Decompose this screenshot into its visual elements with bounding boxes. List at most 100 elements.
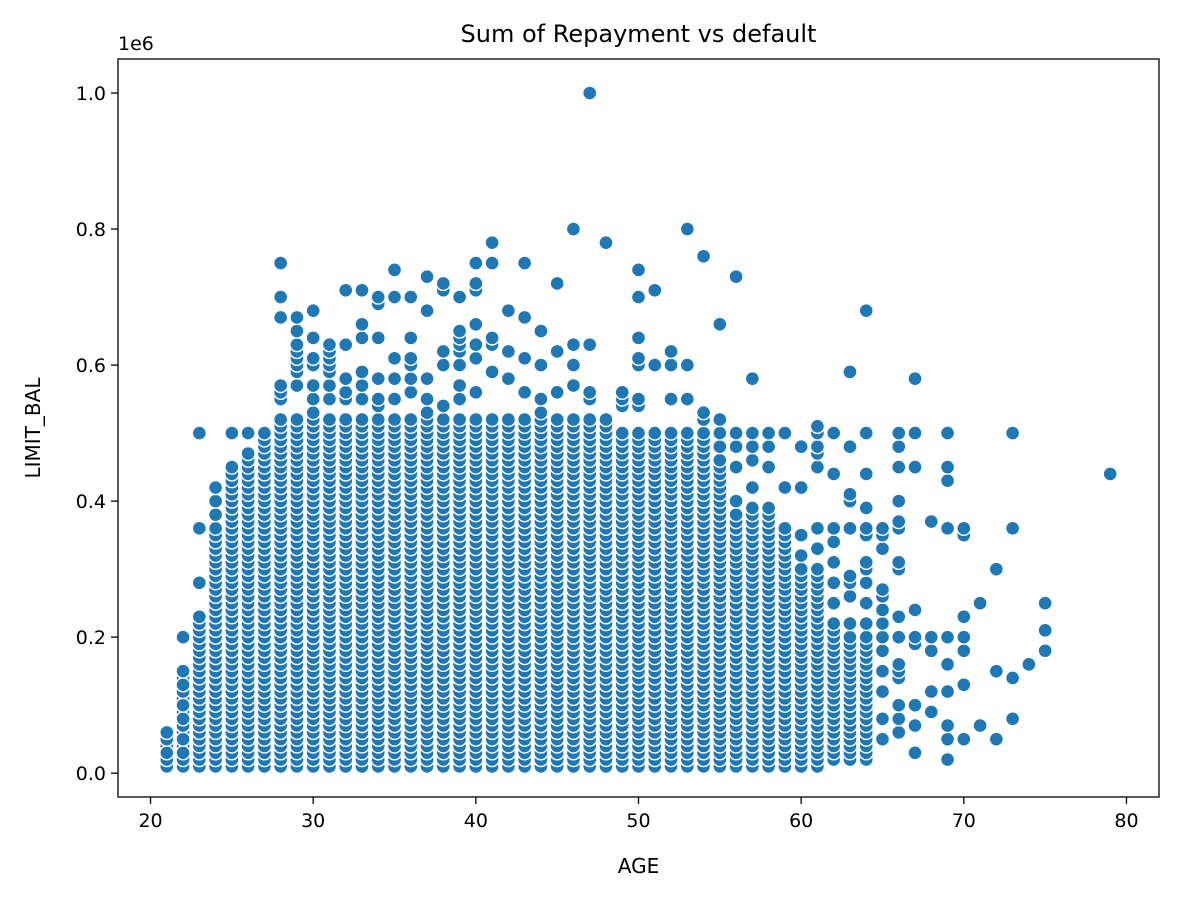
scatter-point <box>712 316 728 332</box>
scatter-point <box>679 425 695 441</box>
scatter-point <box>565 336 582 353</box>
scatter-point <box>712 425 728 441</box>
scatter-point <box>1037 622 1053 639</box>
scatter-point <box>1102 466 1118 482</box>
scatter-point <box>891 711 907 727</box>
scatter-point <box>1037 643 1053 659</box>
scatter-point <box>842 486 858 503</box>
scatter-point <box>907 717 923 734</box>
scatter-point <box>191 575 208 591</box>
scatter-point <box>175 677 191 693</box>
scatter-point <box>891 493 907 509</box>
y-tick-label: 0.2 <box>76 627 106 649</box>
scatter-point <box>451 377 468 394</box>
scatter-point <box>874 602 891 618</box>
scatter-point <box>386 350 403 366</box>
scatter-point <box>858 520 874 537</box>
scatter-point <box>809 541 826 557</box>
scatter-point <box>175 629 191 645</box>
scatter-point <box>858 629 874 645</box>
scatter-point <box>825 554 842 571</box>
scatter-point <box>175 663 191 679</box>
scatter-point <box>582 336 598 353</box>
scatter-point <box>565 221 582 237</box>
scatter-point <box>582 411 598 428</box>
scatter-point <box>451 289 468 305</box>
scatter-point <box>874 541 891 557</box>
scatter-point <box>256 425 273 441</box>
scatter-point <box>939 656 956 673</box>
scatter-point <box>1004 711 1021 727</box>
scatter-point <box>338 411 354 428</box>
scatter-point <box>272 377 289 394</box>
scatter-point <box>842 364 858 380</box>
scatter-point <box>207 507 224 523</box>
scatter-point <box>956 629 972 645</box>
y-tick-label: 0.4 <box>76 491 106 513</box>
scatter-point <box>956 643 972 659</box>
scatter-point <box>988 561 1005 577</box>
scatter-point <box>695 425 712 441</box>
scatter-point <box>891 656 907 673</box>
scatter-point <box>240 445 256 462</box>
scatter-point <box>403 289 419 305</box>
scatter-point <box>728 459 744 475</box>
scatter-point <box>370 411 386 428</box>
chart-title: Sum of Repayment vs default <box>461 20 817 48</box>
scatter-point <box>760 500 777 516</box>
scatter-point <box>923 683 939 700</box>
scatter-point <box>191 425 208 441</box>
scatter-point <box>403 384 419 400</box>
scatter-point <box>549 275 565 292</box>
scatter-point <box>159 724 175 741</box>
scatter-point <box>175 711 191 727</box>
scatter-point <box>874 643 891 659</box>
scatter-point <box>679 357 695 373</box>
scatter-point <box>289 411 305 428</box>
scatter-point <box>760 459 777 475</box>
scatter-point <box>728 439 744 455</box>
scatter-point <box>744 370 761 387</box>
scatter-point <box>419 405 435 421</box>
scatter-point <box>647 282 663 298</box>
scatter-point <box>842 588 858 605</box>
scatter-point <box>744 439 761 455</box>
scatter-point <box>988 663 1005 679</box>
scatter-point <box>939 520 956 537</box>
scatter-point <box>777 479 793 496</box>
scatter-point <box>582 85 598 101</box>
scatter-point <box>354 411 370 428</box>
scatter-point <box>744 452 761 469</box>
scatter-point <box>891 724 907 741</box>
scatter-point <box>858 554 874 571</box>
scatter-point <box>907 697 923 713</box>
scatter-point <box>500 343 517 360</box>
scatter-point <box>305 302 321 319</box>
scatter-point <box>403 411 419 428</box>
scatter-point <box>516 350 533 366</box>
scatter-point <box>354 316 370 332</box>
scatter-point <box>777 520 793 537</box>
scatter-point <box>533 357 549 373</box>
scatter-point <box>874 520 891 537</box>
y-tick-label: 1.0 <box>76 83 106 105</box>
scatter-point <box>240 425 256 441</box>
x-tick-label: 50 <box>626 810 650 832</box>
scatter-point <box>809 439 826 455</box>
scatter-point <box>728 507 744 523</box>
scatter-point <box>354 391 370 407</box>
scatter-point <box>842 439 858 455</box>
scatter-point <box>923 704 939 720</box>
scatter-point <box>386 370 403 387</box>
scatter-point <box>419 391 435 407</box>
scatter-point <box>370 330 386 346</box>
scatter-point <box>305 391 321 407</box>
scatter-point <box>923 643 939 659</box>
scatter-point <box>972 595 988 611</box>
scatter-point <box>972 717 988 734</box>
scatter-point <box>468 411 484 428</box>
scatter-point <box>598 411 614 428</box>
scatter-point <box>923 629 939 645</box>
scatter-point <box>484 255 500 271</box>
scatter-point <box>956 609 972 625</box>
